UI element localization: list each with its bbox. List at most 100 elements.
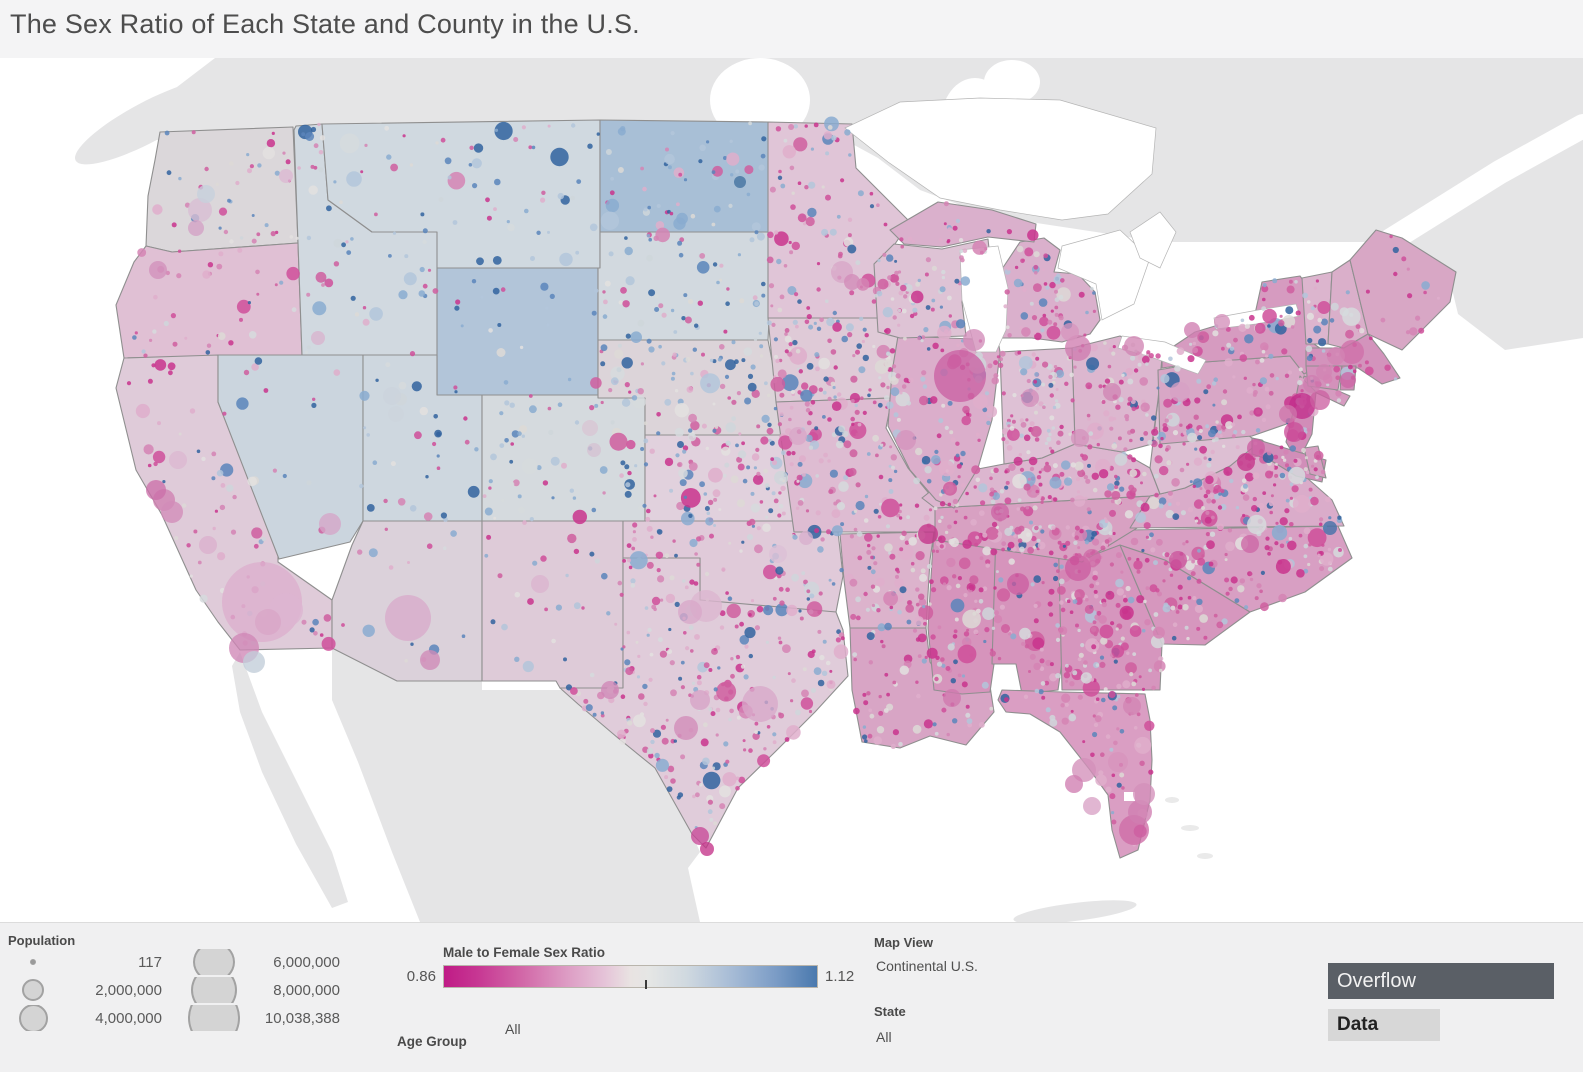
map-view-filter[interactable]: Map View Continental U.S. xyxy=(874,934,978,974)
us-choropleth-map[interactable] xyxy=(0,58,1583,922)
county-mark[interactable] xyxy=(1169,551,1187,569)
state-filter[interactable]: State All xyxy=(874,1003,906,1045)
county-mark[interactable] xyxy=(169,451,187,469)
county-mark[interactable] xyxy=(383,387,401,405)
county-mark[interactable] xyxy=(1241,535,1259,553)
size-label: 2,000,000 xyxy=(95,981,162,999)
county-mark[interactable] xyxy=(1247,439,1265,457)
population-legend-row: 2,000,000 8,000,000 xyxy=(8,976,340,1004)
county-mark[interactable] xyxy=(789,427,807,445)
county-mark[interactable] xyxy=(1310,390,1330,410)
state-filter-value[interactable]: All xyxy=(876,1029,892,1045)
county-mark[interactable] xyxy=(1128,800,1152,824)
county-mark[interactable] xyxy=(734,176,746,188)
county-mark[interactable] xyxy=(531,575,549,593)
county-mark[interactable] xyxy=(188,220,204,236)
color-legend[interactable]: Male to Female Sex Ratio 0.86 1.12 xyxy=(396,945,855,989)
county-mark[interactable] xyxy=(1071,429,1089,447)
county-mark[interactable] xyxy=(1065,775,1083,793)
county-mark[interactable] xyxy=(1184,322,1200,338)
county-mark[interactable] xyxy=(319,513,341,535)
county-mark[interactable] xyxy=(1124,336,1144,356)
county-mark[interactable] xyxy=(678,600,702,624)
county-mark[interactable] xyxy=(582,420,598,436)
county-mark[interactable] xyxy=(279,169,293,183)
county-mark[interactable] xyxy=(146,480,166,500)
county-mark[interactable] xyxy=(1103,383,1121,401)
county-mark[interactable] xyxy=(742,686,778,722)
county-mark[interactable] xyxy=(934,350,986,402)
county-mark[interactable] xyxy=(311,331,325,345)
county-mark[interactable] xyxy=(769,545,787,563)
county-mark[interactable] xyxy=(1065,335,1091,361)
county-mark[interactable] xyxy=(1303,375,1321,393)
county-mark[interactable] xyxy=(385,595,431,641)
county-mark[interactable] xyxy=(1327,347,1345,365)
county-mark[interactable] xyxy=(243,651,265,673)
county-mark[interactable] xyxy=(1083,549,1101,567)
lake-okeechobee xyxy=(1124,792,1135,801)
county-mark[interactable] xyxy=(844,274,860,290)
state-mi[interactable] xyxy=(889,201,1037,248)
county-mark[interactable] xyxy=(1108,752,1128,772)
county-mark[interactable] xyxy=(1061,323,1079,341)
county-dot-layer[interactable] xyxy=(126,116,1440,847)
state-filter-label: State xyxy=(874,1004,906,1019)
size-symbol-8m-icon xyxy=(186,977,242,1003)
county-mark[interactable] xyxy=(1021,389,1039,407)
county-mark[interactable] xyxy=(1214,314,1230,330)
bahamas-island xyxy=(1181,825,1199,831)
age-group-value[interactable]: All xyxy=(505,1021,521,1037)
map-view-value[interactable]: Continental U.S. xyxy=(876,958,978,974)
county-mark[interactable] xyxy=(1133,783,1155,805)
county-mark[interactable] xyxy=(197,185,215,203)
state-nm[interactable] xyxy=(481,520,624,689)
county-mark[interactable] xyxy=(1083,797,1101,815)
county-mark[interactable] xyxy=(691,827,709,845)
county-mark[interactable] xyxy=(1316,364,1332,380)
state-wy[interactable] xyxy=(436,267,599,396)
county-mark[interactable] xyxy=(1323,521,1337,535)
county-mark[interactable] xyxy=(149,261,167,279)
color-legend-max: 1.12 xyxy=(825,968,855,985)
legend-strip: Population 117 6,000,000 2,000,000 8,000… xyxy=(0,922,1583,1072)
county-mark[interactable] xyxy=(700,842,714,856)
county-mark[interactable] xyxy=(1340,372,1356,388)
county-mark[interactable] xyxy=(1170,382,1190,402)
county-mark[interactable] xyxy=(896,430,916,450)
state-fl[interactable] xyxy=(997,689,1153,859)
population-size-legend[interactable]: Population 117 6,000,000 2,000,000 8,000… xyxy=(8,933,340,1032)
county-mark[interactable] xyxy=(799,531,813,545)
tab-data[interactable]: Data xyxy=(1328,1009,1440,1041)
county-mark[interactable] xyxy=(1123,697,1141,715)
county-mark[interactable] xyxy=(199,536,217,554)
tab-overflow[interactable]: Overflow xyxy=(1328,963,1554,999)
county-mark[interactable] xyxy=(918,524,938,544)
county-mark[interactable] xyxy=(963,329,985,351)
state-or[interactable] xyxy=(115,242,303,359)
map-container xyxy=(0,58,1583,922)
county-mark[interactable] xyxy=(255,609,281,635)
county-mark[interactable] xyxy=(1007,573,1029,595)
county-mark[interactable] xyxy=(674,716,698,740)
county-mark[interactable] xyxy=(388,406,404,422)
state-me[interactable] xyxy=(1349,229,1457,351)
color-gradient-bar[interactable] xyxy=(443,965,818,989)
state-co[interactable] xyxy=(481,394,646,522)
county-mark[interactable] xyxy=(420,650,440,670)
county-mark[interactable] xyxy=(188,198,212,222)
county-mark[interactable] xyxy=(943,689,961,707)
state-sd[interactable] xyxy=(597,231,773,341)
county-mark[interactable] xyxy=(161,501,183,523)
county-mark[interactable] xyxy=(991,503,1009,521)
county-mark[interactable] xyxy=(601,681,619,699)
state-nc[interactable] xyxy=(1079,525,1353,613)
county-mark[interactable] xyxy=(690,690,710,710)
county-mark[interactable] xyxy=(1284,422,1304,442)
baja-california xyxy=(232,652,348,908)
county-mark[interactable] xyxy=(1237,453,1255,471)
county-mark[interactable] xyxy=(1279,405,1297,423)
county-mark[interactable] xyxy=(1340,340,1364,364)
county-mark[interactable] xyxy=(587,443,601,457)
metro-bubble-layer[interactable] xyxy=(146,169,1364,856)
